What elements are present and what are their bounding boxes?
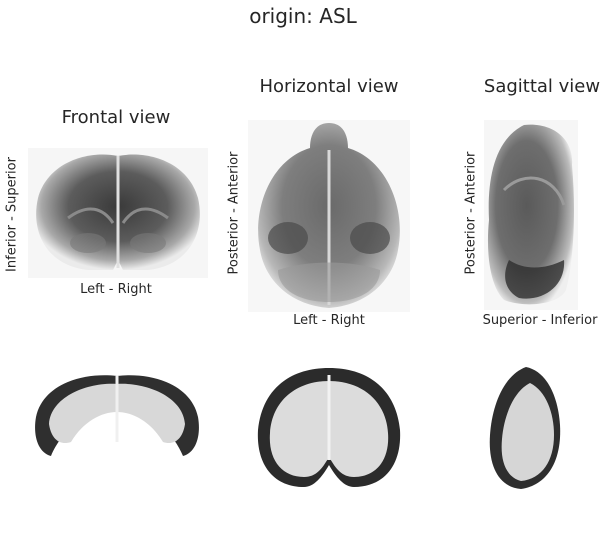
sagittal-xlabel: Superior - Inferior bbox=[482, 313, 598, 328]
horizontal-xlabel: Left - Right bbox=[293, 313, 365, 328]
sagittal-view-title: Sagittal view bbox=[483, 76, 601, 97]
sagittal-mask-image bbox=[489, 367, 561, 489]
frontal-xlabel: Left - Right bbox=[80, 282, 152, 297]
figure-suptitle: origin: ASL bbox=[249, 4, 357, 28]
frontal-mask-image bbox=[35, 375, 199, 456]
horizontal-brain-image bbox=[248, 120, 410, 312]
horizontal-view-title: Horizontal view bbox=[259, 76, 399, 97]
frontal-ylabel: Inferior - Superior bbox=[4, 157, 20, 272]
horizontal-ylabel: Posterior - Anterior bbox=[226, 151, 242, 275]
frontal-brain-image bbox=[28, 148, 208, 278]
sagittal-brain-image bbox=[484, 120, 578, 310]
horizontal-mask-image bbox=[257, 368, 401, 487]
sagittal-ylabel: Posterior - Anterior bbox=[463, 151, 479, 275]
frontal-view-title: Frontal view bbox=[61, 107, 171, 128]
